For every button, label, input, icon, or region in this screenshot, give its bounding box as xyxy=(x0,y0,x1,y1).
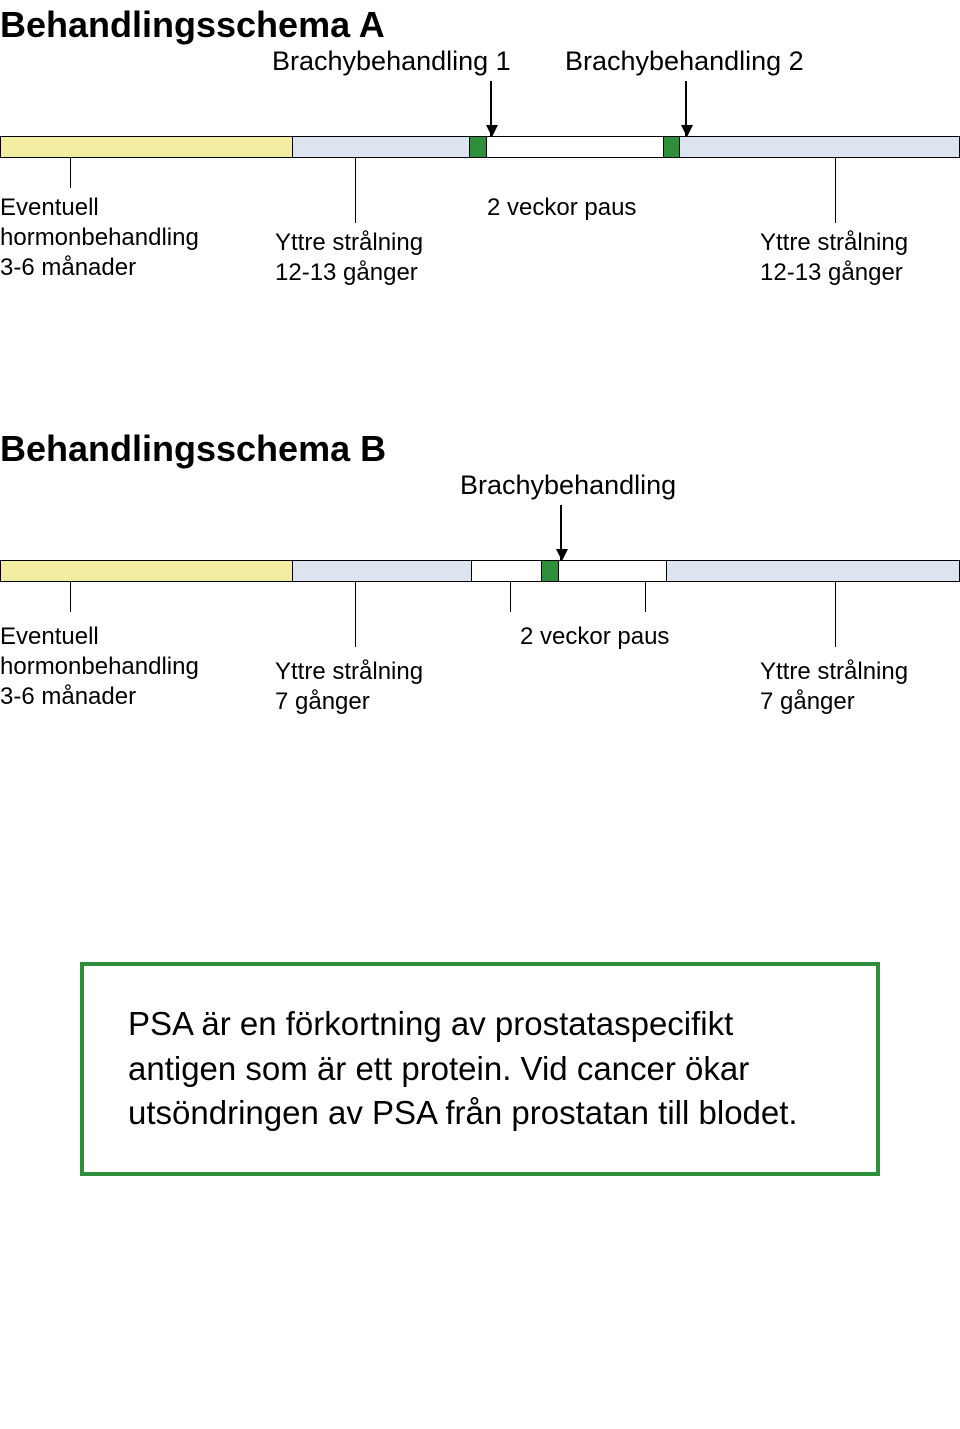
text: 3-6 månader xyxy=(0,254,136,281)
timeline-segment xyxy=(667,561,959,581)
brachy-2-arrow xyxy=(685,81,687,136)
schema-a-title: Behandlingsschema A xyxy=(0,4,960,46)
timeline-segment xyxy=(487,137,664,157)
radiation-2-label-b: Yttre strålning 7 gånger xyxy=(760,657,908,717)
radiation-1-label-a: Yttre strålning 12-13 gånger xyxy=(275,228,423,288)
hormone-label-b: Eventuell hormonbehandling 3-6 månader xyxy=(0,622,199,712)
tick xyxy=(835,158,836,223)
timeline-segment xyxy=(293,137,470,157)
schema-a-lower-row: Eventuell hormonbehandling 3-6 månader Y… xyxy=(0,158,960,338)
brachy-2-label: Brachybehandling 2 xyxy=(565,46,804,77)
text: 7 gånger xyxy=(760,688,855,715)
text: 12-13 gånger xyxy=(760,259,903,286)
text: 3-6 månader xyxy=(0,683,136,710)
pause-label-b: 2 veckor paus xyxy=(520,622,669,652)
psa-info-box: PSA är en förkortning av prostata­specif… xyxy=(80,962,880,1176)
tick xyxy=(355,582,356,647)
timeline-segment xyxy=(664,137,680,157)
brachy-b-arrow xyxy=(560,505,562,560)
timeline-segment xyxy=(293,561,472,581)
schema-b-lower-row: Eventuell hormonbehandling 3-6 månader Y… xyxy=(0,582,960,762)
tick xyxy=(835,582,836,647)
radiation-2-label-a: Yttre strålning 12-13 gånger xyxy=(760,228,908,288)
text: Yttre strålning xyxy=(760,658,908,685)
tick xyxy=(510,582,511,612)
text: hormonbehandling xyxy=(0,653,199,680)
schema-a-arrow-row: Brachybehandling 1 Brachybehandling 2 xyxy=(0,46,960,136)
schema-b-title: Behandlingsschema B xyxy=(0,428,960,470)
brachy-1-arrow xyxy=(490,81,492,136)
timeline-segment xyxy=(472,561,542,581)
timeline-segment xyxy=(1,561,293,581)
text: 12-13 gånger xyxy=(275,259,418,286)
timeline-segment xyxy=(559,561,667,581)
pause-label-a: 2 veckor paus xyxy=(487,193,636,223)
text: Yttre strålning xyxy=(275,229,423,256)
timeline-segment xyxy=(680,137,959,157)
text: Eventuell xyxy=(0,623,99,650)
tick xyxy=(70,582,71,612)
brachy-1-label: Brachybehandling 1 xyxy=(272,46,511,77)
tick xyxy=(645,582,646,612)
text: Eventuell xyxy=(0,194,99,221)
radiation-1-label-b: Yttre strålning 7 gånger xyxy=(275,657,423,717)
text: hormonbehandling xyxy=(0,224,199,251)
tick xyxy=(70,158,71,188)
tick xyxy=(355,158,356,223)
hormone-label-a: Eventuell hormonbehandling 3-6 månader xyxy=(0,193,199,283)
schema-b-timeline xyxy=(0,560,960,582)
text: Yttre strålning xyxy=(275,658,423,685)
schema-a-timeline xyxy=(0,136,960,158)
timeline-segment xyxy=(1,137,293,157)
brachy-b-label: Brachybehandling xyxy=(460,470,676,501)
text: Yttre strålning xyxy=(760,229,908,256)
timeline-segment xyxy=(470,137,486,157)
schema-b-arrow-row: Brachybehandling xyxy=(0,470,960,560)
timeline-segment xyxy=(542,561,558,581)
text: 7 gånger xyxy=(275,688,370,715)
